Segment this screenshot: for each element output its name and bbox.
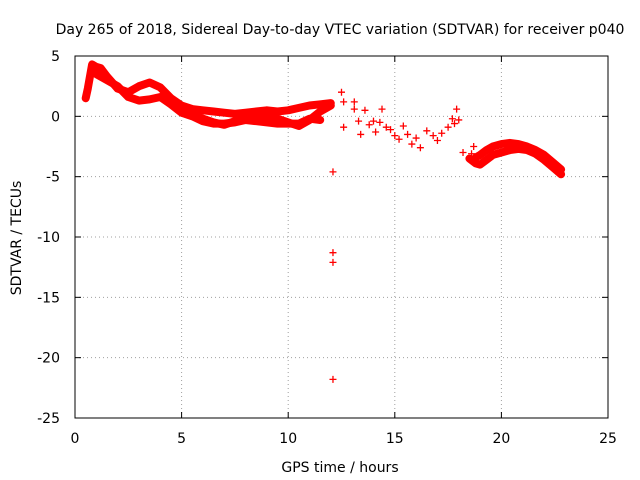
data-point-marker (340, 123, 348, 131)
data-point-marker (455, 116, 463, 124)
data-point-marker (316, 116, 324, 124)
x-axis-label: GPS time / hours (281, 460, 398, 476)
y-tick-label: -25 (37, 411, 60, 427)
data-point-marker (376, 118, 384, 126)
axis-ticks: 0 5 10 15 20 25 5 0 -5 -10 -15 -20 -25 (37, 49, 617, 447)
data-point-marker (355, 117, 363, 125)
data-point-marker (391, 132, 399, 140)
data-point-marker (85, 79, 93, 87)
data-point-marker (438, 129, 446, 137)
data-point-marker (329, 375, 337, 383)
data-point-marker (382, 123, 390, 131)
data-point-marker (433, 136, 441, 144)
data-point-marker (416, 144, 424, 152)
data-series (81, 60, 566, 383)
data-point-marker (86, 73, 94, 81)
data-point-marker (350, 105, 358, 113)
y-tick-label: -15 (37, 290, 60, 306)
y-tick-label: 0 (51, 109, 60, 125)
data-point-marker (487, 143, 495, 151)
grid (75, 56, 608, 418)
data-point-band (92, 70, 325, 128)
y-tick-label: -10 (37, 230, 60, 246)
data-point-marker (453, 105, 461, 113)
x-tick-label: 25 (599, 431, 617, 447)
data-point-marker (84, 85, 92, 93)
data-point-marker (327, 101, 335, 109)
y-tick-label: -20 (37, 351, 60, 367)
data-point-marker (329, 168, 337, 176)
data-point-marker (468, 150, 476, 158)
data-point-marker (395, 135, 403, 143)
data-point-marker (450, 120, 458, 128)
data-point-marker (448, 115, 456, 123)
data-point-marker (557, 165, 565, 173)
data-point-marker (329, 258, 337, 266)
data-point-marker (429, 132, 437, 140)
x-tick-label: 0 (71, 431, 80, 447)
data-point-marker (350, 98, 358, 106)
data-point-marker (378, 105, 386, 113)
data-point-marker (444, 123, 452, 131)
data-point-marker (459, 149, 467, 157)
data-point-marker (87, 66, 95, 74)
chart-title: Day 265 of 2018, Sidereal Day-to-day VTE… (56, 22, 625, 38)
data-point-marker (329, 249, 337, 257)
y-tick-label: -5 (46, 170, 60, 186)
data-point-marker (361, 106, 369, 114)
data-point-marker (470, 143, 478, 150)
plot-frame (74, 55, 609, 419)
x-tick-label: 15 (386, 431, 404, 447)
y-tick-label: 5 (51, 49, 60, 65)
x-tick-label: 5 (177, 431, 186, 447)
data-point-marker (365, 121, 373, 129)
x-tick-label: 20 (492, 431, 510, 447)
data-point-marker (372, 128, 380, 136)
x-tick-label: 10 (279, 431, 297, 447)
data-point-marker (369, 117, 377, 125)
data-point-marker (412, 134, 420, 142)
data-point-marker (399, 122, 407, 130)
data-point-marker (357, 130, 365, 138)
data-point-marker (404, 130, 412, 138)
data-point-marker (487, 152, 495, 160)
data-point-marker (338, 88, 345, 96)
data-point-marker (408, 140, 416, 148)
data-point-marker (387, 126, 395, 134)
data-point-marker (340, 98, 348, 106)
data-point-marker (423, 127, 431, 135)
y-axis-label: SDTVAR / TECUs (9, 181, 25, 296)
